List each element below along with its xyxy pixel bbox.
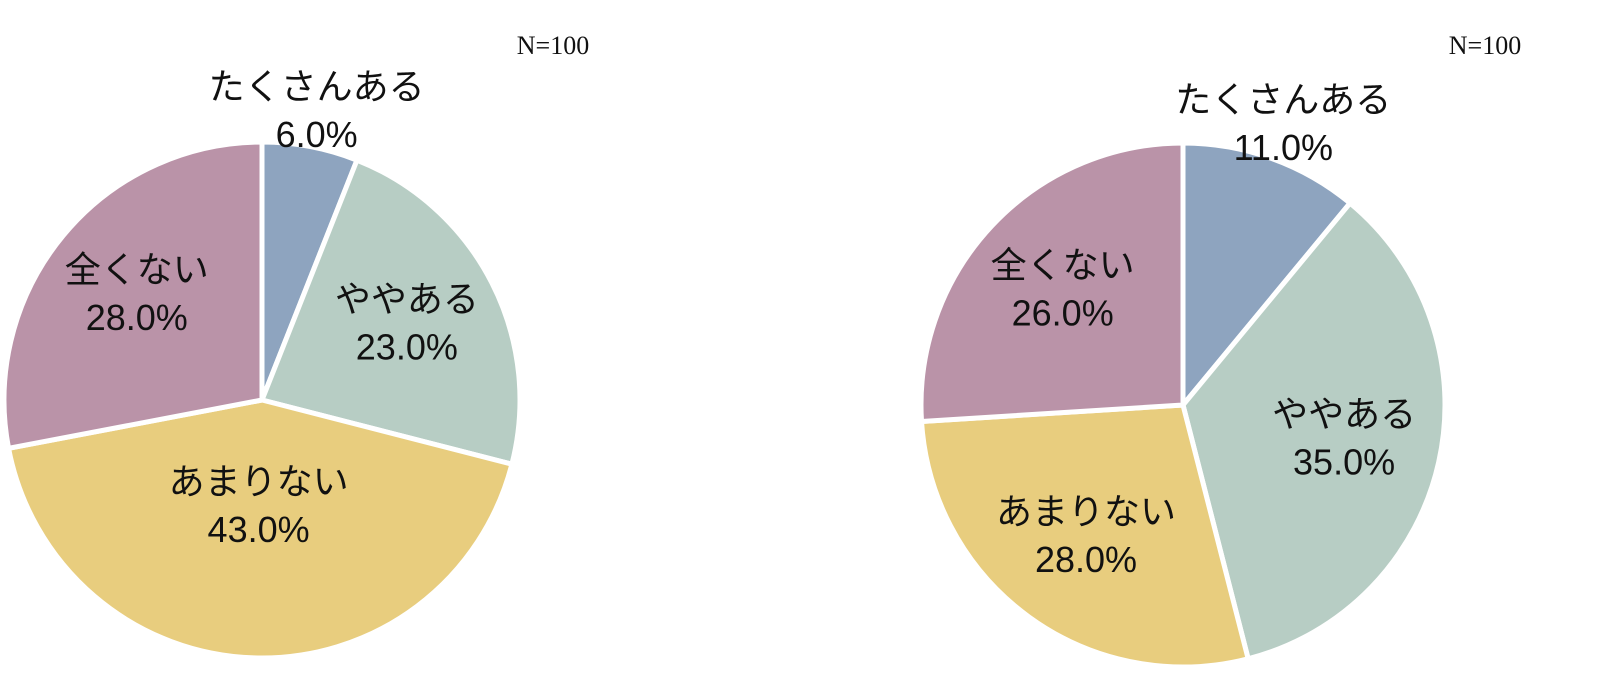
slice-label: たくさんある — [209, 66, 425, 107]
value-label: 6.0% — [276, 114, 358, 155]
annotation: N=100 — [1449, 31, 1521, 60]
value-label: 43.0% — [208, 509, 310, 550]
slice-label: 全くない — [65, 249, 209, 290]
pie-slice — [1180, 140, 1354, 412]
slice-label: ややある — [1272, 394, 1416, 435]
slice-label: たくさんある — [1175, 79, 1391, 120]
pie-slice — [1, 139, 265, 452]
value-label: 28.0% — [86, 297, 188, 338]
slice-label: ややある — [335, 279, 479, 320]
value-label: 28.0% — [1035, 539, 1137, 580]
value-label: 11.0% — [1234, 127, 1333, 168]
pie-slice — [258, 156, 523, 468]
slice-label: あまりない — [996, 491, 1176, 532]
value-label: 35.0% — [1293, 442, 1395, 483]
slice-label: あまりない — [169, 461, 349, 502]
value-label: 23.0% — [356, 327, 458, 368]
pie-slice — [918, 140, 1186, 425]
pie-slice — [1180, 199, 1448, 662]
value-label: 26.0% — [1012, 293, 1114, 334]
slice-label: 全くない — [991, 245, 1135, 286]
annotation: N=100 — [517, 31, 589, 60]
pie-slice — [918, 402, 1252, 670]
pie-slice — [5, 397, 515, 661]
